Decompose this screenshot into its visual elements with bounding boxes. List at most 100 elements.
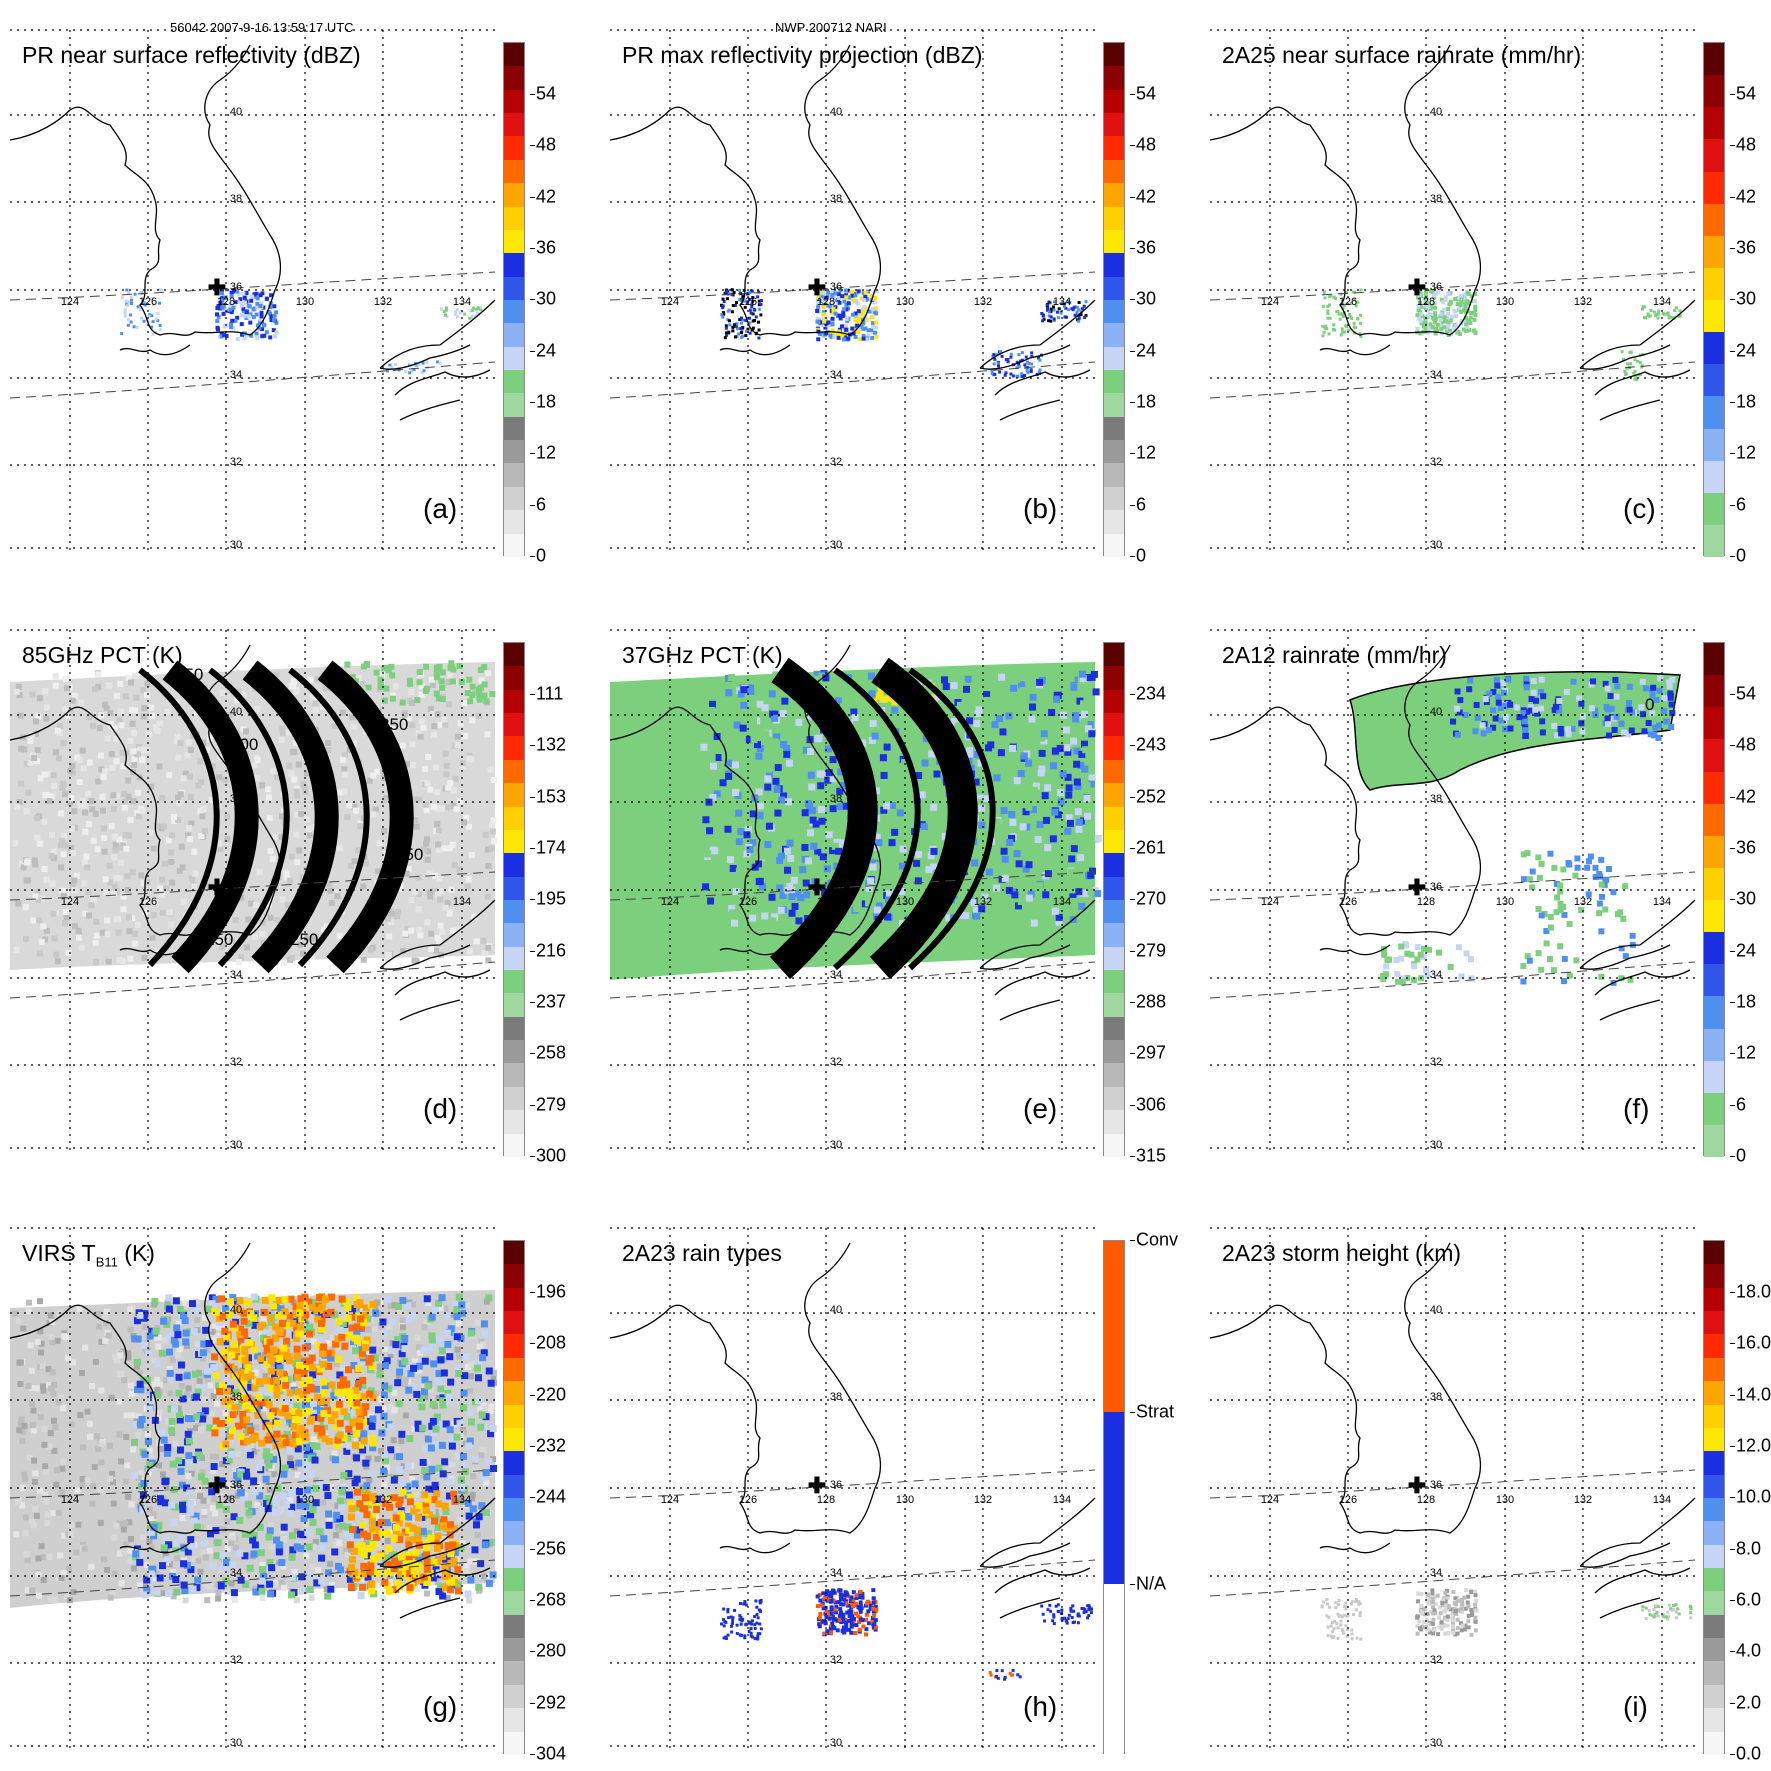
lon-label-126: 126 — [1339, 296, 1357, 308]
colorbar — [1703, 42, 1725, 557]
colorbar-segment — [504, 1474, 524, 1498]
tick-label: 12 — [1736, 442, 1757, 463]
lat-label-36: 36 — [230, 281, 242, 293]
tick-label: 261 — [1136, 837, 1167, 858]
colorbar-segment — [504, 66, 524, 90]
lon-label-134: 134 — [1053, 896, 1071, 908]
tick-mark — [530, 1548, 535, 1550]
tick-mark — [530, 1292, 535, 1293]
colorbar-segment — [1104, 970, 1124, 994]
tick-label: Conv — [1136, 1229, 1179, 1250]
tick-mark — [530, 1343, 535, 1345]
colorbar-segment — [1704, 524, 1724, 557]
contour-label: 250 — [395, 845, 423, 864]
colorbar-segment — [1104, 253, 1124, 277]
location-marker-icon: ✚ — [808, 1473, 826, 1498]
colorbar-segment — [504, 1040, 524, 1064]
lon-label-126: 126 — [139, 1494, 157, 1506]
colorbar-ticks: 54 48 42 36 30 24 18 12 6 0 — [530, 42, 590, 566]
colorbar-segment — [1104, 533, 1124, 557]
panel-title-text: 2A23 storm height (km) — [1222, 1240, 1462, 1266]
lon-label-132: 132 — [1574, 896, 1592, 908]
map-d: 40 38 36 34 32 30 124 126 128 130 132 134 250 200 250 2… — [9, 629, 498, 1155]
colorbar-segment — [504, 1731, 524, 1755]
lon-label-132: 132 — [374, 296, 392, 308]
colorbar-segment — [504, 689, 524, 714]
lon-label-126: 126 — [139, 296, 157, 308]
colorbar-segment — [1104, 759, 1124, 784]
lon-label-128: 128 — [1417, 1494, 1435, 1506]
tick-label: 132 — [536, 734, 567, 755]
lon-label-128: 128 — [1417, 296, 1435, 308]
lat-label-30: 30 — [830, 1737, 842, 1749]
colorbar-segment — [1704, 1092, 1724, 1125]
colorbar — [1103, 642, 1125, 1157]
lat-label-38: 38 — [830, 1391, 842, 1403]
colorbar-segment — [1104, 1133, 1124, 1157]
map-c: 40 38 36 34 32 30 124 126 128 130 132 134 ✚ — [1209, 29, 1696, 555]
lat-label-30: 30 — [230, 1139, 242, 1151]
tick-label: 42 — [1136, 186, 1157, 207]
map-h: 40 38 36 34 32 30 124 126 128 130 132 134 ✚ — [609, 1227, 1096, 1753]
tick-mark — [1130, 556, 1135, 557]
tick-mark — [530, 1002, 535, 1003]
panel-title-text: 2A25 near surface rainrate (mm/hr) — [1222, 42, 1582, 68]
lat-label-40: 40 — [830, 706, 842, 718]
colorbar — [1703, 642, 1725, 1157]
lon-label-130: 130 — [296, 896, 314, 908]
tick-label: 300 — [536, 1145, 567, 1166]
colorbar-segment — [1104, 416, 1124, 441]
colorbar-segment — [504, 136, 524, 160]
lat-label-34: 34 — [830, 969, 842, 981]
colorbar-segment — [1104, 183, 1124, 207]
lat-label-40: 40 — [230, 1304, 242, 1316]
panel-letter: (d) — [423, 1093, 458, 1124]
colorbar-segment — [504, 159, 524, 184]
colorbar-segment — [1704, 803, 1724, 836]
colorbar-segment — [1704, 1474, 1724, 1498]
tick-mark — [1730, 94, 1735, 95]
tick-mark — [1730, 796, 1735, 798]
colorbar-segment — [1704, 332, 1724, 365]
colorbar-segment — [504, 1357, 524, 1382]
tick-mark — [1130, 1412, 1135, 1413]
tick-mark — [530, 1497, 535, 1499]
colorbar-segment — [1704, 1451, 1724, 1475]
colorbar-segment — [1104, 1326, 1124, 1413]
lon-label-134: 134 — [1653, 1494, 1671, 1506]
colorbar-segment — [504, 1568, 524, 1592]
colorbar-segment — [504, 370, 524, 394]
tick-mark — [1730, 453, 1735, 455]
panel-title-text: 37GHz PCT (K) — [622, 642, 783, 668]
tick-mark — [1730, 350, 1735, 352]
location-marker-icon: ✚ — [208, 275, 226, 300]
tick-mark — [530, 1446, 535, 1447]
lat-label-36: 36 — [830, 881, 842, 893]
tick-mark — [1730, 950, 1735, 952]
colorbar-segment — [504, 229, 524, 254]
lat-label-32: 32 — [1430, 1654, 1442, 1666]
tick-mark — [530, 1600, 535, 1601]
colorbar-segment — [1104, 1086, 1124, 1111]
lon-label-124: 124 — [61, 296, 79, 308]
panel-title: 85GHz PCT (K) — [22, 642, 183, 669]
lon-label-128: 128 — [817, 1494, 835, 1506]
tick-mark — [530, 504, 535, 506]
location-marker-icon: ✚ — [808, 875, 826, 900]
colorbar-ticks: 54 48 42 36 30 24 18 12 6 0 — [1130, 42, 1190, 566]
panel-title: 2A23 storm height (km) — [1222, 1240, 1461, 1267]
tick-mark — [530, 196, 535, 198]
colorbar-segment — [1704, 43, 1724, 76]
tick-label: 36 — [1736, 837, 1757, 858]
tick-mark — [1130, 950, 1135, 952]
lat-label-40: 40 — [230, 106, 242, 118]
tick-label: 6 — [536, 494, 547, 515]
colorbar-segment — [504, 899, 524, 924]
lon-label-132: 132 — [374, 896, 392, 908]
location-marker-icon: ✚ — [808, 275, 826, 300]
colorbar-segment — [504, 393, 524, 417]
tick-label: 30 — [1136, 288, 1157, 309]
lat-label-38: 38 — [830, 193, 842, 205]
colorbar-segment — [1104, 276, 1124, 300]
lat-label-34: 34 — [230, 969, 242, 981]
